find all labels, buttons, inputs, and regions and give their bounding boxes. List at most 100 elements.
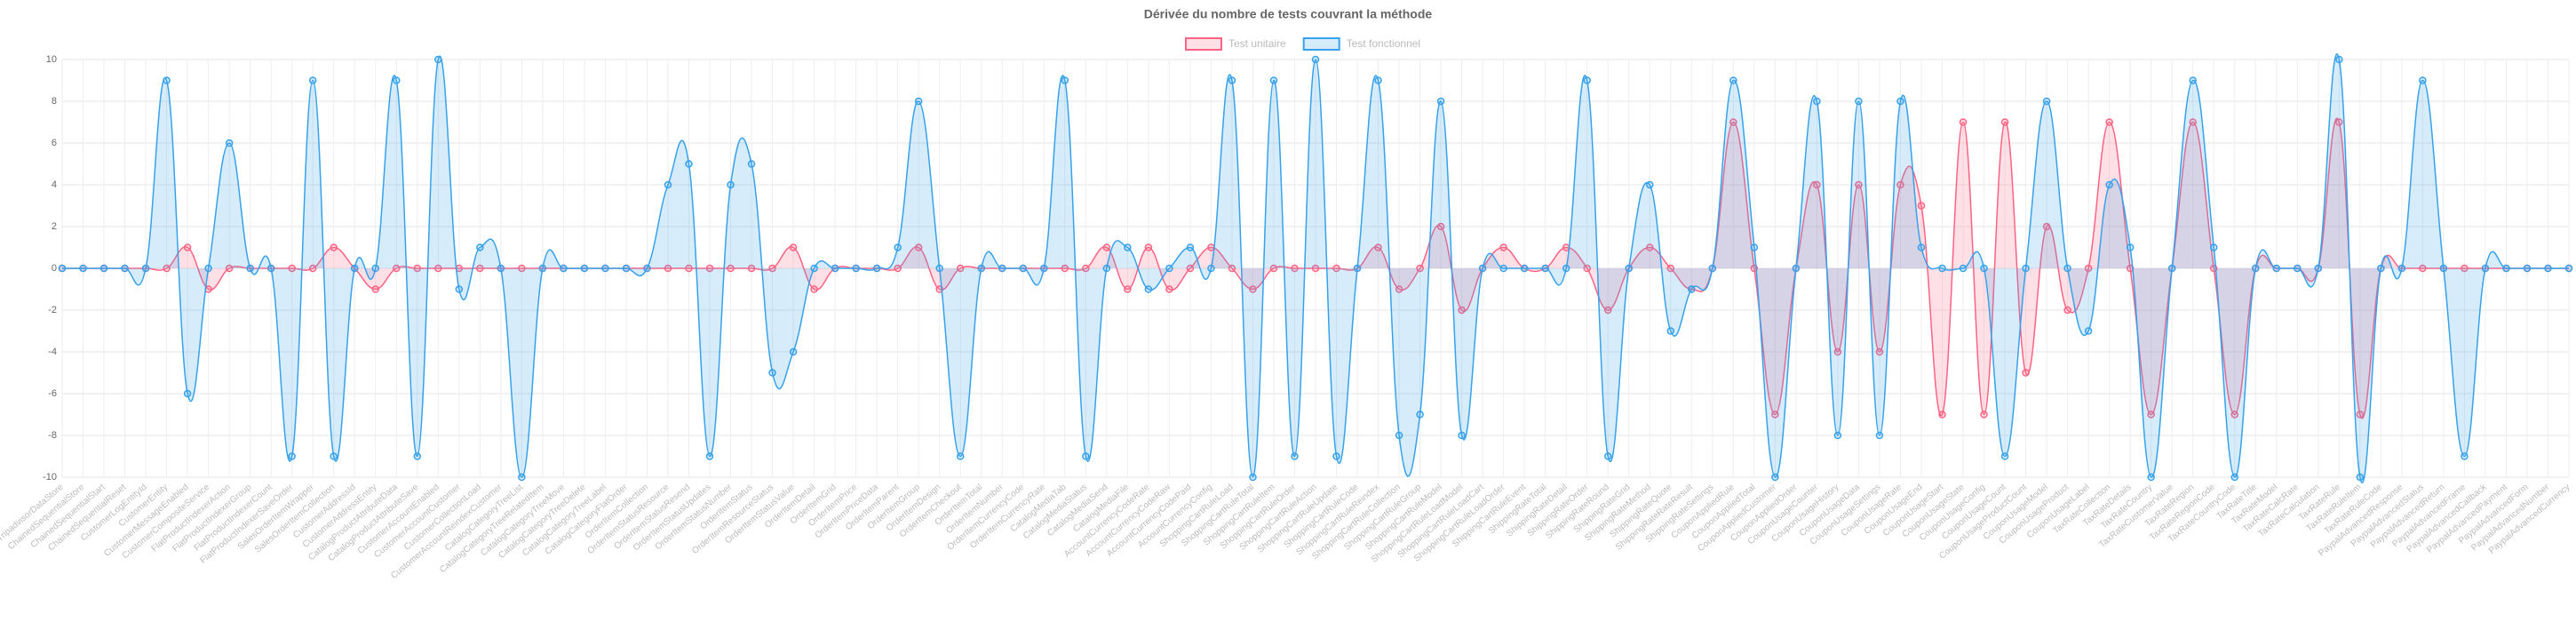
point [1896, 180, 1904, 189]
point [1124, 285, 1132, 293]
point [99, 264, 108, 273]
point [2230, 411, 2238, 419]
point [330, 452, 338, 460]
point [2000, 118, 2009, 126]
point [225, 264, 234, 273]
point [1228, 76, 1236, 84]
point [2544, 264, 2552, 273]
point [1291, 452, 1299, 460]
point [183, 243, 192, 251]
point [1395, 285, 1403, 293]
point [1729, 76, 1737, 84]
point [1896, 97, 1904, 106]
point [1938, 264, 1946, 273]
point [580, 264, 589, 273]
point [1269, 264, 1278, 273]
point [2105, 180, 2113, 189]
point [1499, 264, 1507, 273]
point [560, 264, 568, 273]
point [1625, 264, 1633, 273]
point [2189, 76, 2197, 84]
point [789, 243, 798, 251]
point [1771, 473, 1779, 482]
point [371, 264, 379, 273]
point [1332, 264, 1340, 273]
point [2397, 264, 2406, 273]
point [810, 264, 818, 273]
y-tick-label: 8 [52, 96, 57, 107]
point [2230, 473, 2238, 482]
point [2461, 452, 2469, 460]
point [956, 452, 965, 460]
point [518, 264, 526, 273]
point [685, 264, 693, 273]
point [1311, 264, 1320, 273]
point [1458, 306, 1466, 315]
point [747, 160, 756, 168]
point [601, 264, 609, 273]
point [705, 264, 714, 273]
point [1708, 264, 1717, 273]
point [371, 285, 379, 293]
point [810, 285, 818, 293]
point [1980, 411, 1988, 419]
point [1374, 76, 1382, 84]
point [768, 369, 776, 377]
point [914, 243, 923, 251]
point [1771, 411, 1779, 419]
point [288, 452, 296, 460]
point [1082, 264, 1090, 273]
point [727, 264, 735, 273]
point [872, 264, 881, 273]
point [1144, 243, 1153, 251]
point [246, 264, 254, 273]
point [434, 264, 442, 273]
point [266, 264, 275, 273]
area [62, 118, 2569, 419]
point [1102, 243, 1111, 251]
point [2147, 473, 2155, 482]
point [1875, 347, 1884, 356]
point [747, 264, 756, 273]
point [518, 473, 526, 482]
point [1228, 264, 1236, 273]
point [1959, 118, 1968, 126]
point [2502, 264, 2510, 273]
point [1959, 264, 1968, 273]
y-tick-label: -4 [48, 347, 57, 357]
point [2126, 243, 2135, 251]
point [79, 264, 87, 273]
point [1332, 452, 1340, 460]
point [1729, 118, 1737, 126]
point [789, 347, 798, 356]
y-tick-label: 2 [52, 221, 57, 232]
point [1603, 306, 1612, 315]
point [2167, 264, 2176, 273]
point [1249, 285, 1257, 293]
point [2419, 264, 2427, 273]
point [1938, 411, 1946, 419]
point [2042, 97, 2051, 106]
point [1980, 264, 1988, 273]
point [956, 264, 965, 273]
point [2439, 264, 2448, 273]
y-tick-label: -8 [48, 430, 57, 441]
point [2063, 306, 2071, 315]
point [1688, 285, 1696, 293]
point [2000, 452, 2009, 460]
point [308, 76, 317, 84]
point [2063, 264, 2071, 273]
point [1353, 264, 1362, 273]
point [1269, 76, 1278, 84]
point [935, 264, 943, 273]
point [1917, 243, 1926, 251]
point [538, 264, 547, 273]
point [393, 76, 401, 84]
point [1583, 76, 1591, 84]
y-tick-label: 6 [52, 138, 57, 148]
point [163, 264, 171, 273]
point [434, 55, 442, 64]
point [2022, 264, 2030, 273]
point [2294, 264, 2302, 273]
point [1562, 264, 1570, 273]
